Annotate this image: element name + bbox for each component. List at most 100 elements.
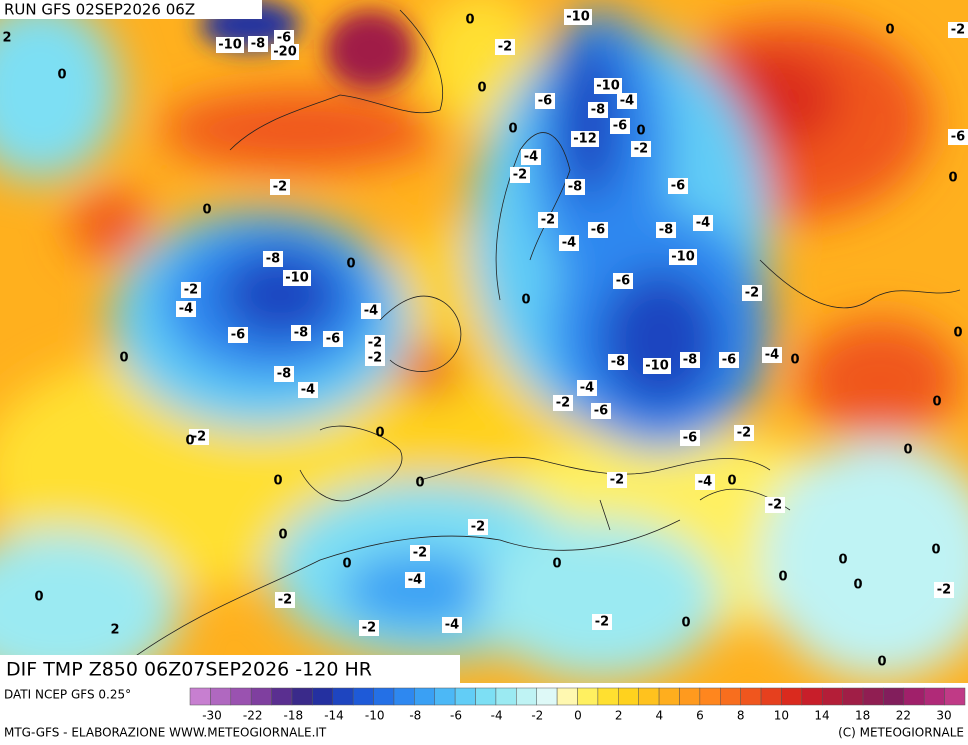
- contour-label: 0: [552, 557, 561, 572]
- contour-label: -6: [594, 404, 608, 419]
- label-box: [765, 497, 785, 513]
- color-swatch: [352, 687, 374, 706]
- label-box: [323, 331, 343, 347]
- label-box: [643, 358, 671, 374]
- color-swatch: [638, 687, 660, 706]
- color-swatch: [801, 687, 823, 706]
- color-swatch: [862, 687, 884, 706]
- color-swatch: [250, 687, 272, 706]
- label-box: [275, 592, 295, 608]
- contour-label: 0: [202, 203, 211, 218]
- contour-label: -2: [184, 283, 198, 298]
- color-swatch: [556, 687, 578, 706]
- contour-label: -4: [580, 381, 594, 396]
- color-swatch: [760, 687, 782, 706]
- label-box: [680, 430, 700, 446]
- label-box: [298, 382, 318, 398]
- contour-label: 0: [727, 474, 736, 489]
- color-tick-label: 2: [615, 709, 623, 723]
- color-tick-label: -10: [365, 709, 385, 723]
- contour-label: -6: [326, 332, 340, 347]
- contour-label: -8: [266, 252, 280, 267]
- map-field: [0, 0, 968, 683]
- contour-label: -2: [471, 520, 485, 535]
- label-box: [361, 303, 381, 319]
- contour-label: -6: [722, 353, 736, 368]
- label-box: [594, 78, 622, 94]
- color-swatch: [393, 687, 415, 706]
- contour-label: -4: [696, 216, 710, 231]
- contour-label: 0: [948, 171, 957, 186]
- contour-label: -2: [951, 23, 965, 38]
- contour-label: -6: [277, 31, 291, 46]
- label-box: [405, 572, 425, 588]
- data-source: DATI NCEP GFS 0.25°: [4, 688, 131, 702]
- label-box: [291, 325, 311, 341]
- color-swatch: [291, 687, 313, 706]
- label-box: [613, 273, 633, 289]
- contour-labels: 0 -10-2-10 -8 -6-20200-6-10-8-4-60-120-2-4-…: [2, 9, 968, 670]
- contour-label: 0: [903, 443, 912, 458]
- label-box: [948, 129, 968, 145]
- color-swatch: [577, 687, 599, 706]
- label-box: [669, 249, 697, 265]
- label-box: [274, 30, 294, 46]
- label-box: [577, 380, 597, 396]
- contour-label: 0: [953, 326, 962, 341]
- color-swatch: [720, 687, 741, 706]
- label-box: [948, 22, 968, 38]
- contour-label: -4: [408, 573, 422, 588]
- color-swatch: [944, 687, 966, 706]
- label-box: [631, 141, 651, 157]
- contour-label: -6: [591, 223, 605, 238]
- label-box: [695, 474, 715, 490]
- label-box: [762, 347, 782, 363]
- color-swatch: [618, 687, 639, 706]
- color-swatch: [740, 687, 762, 706]
- label-box: [176, 301, 196, 317]
- contour-label: -2: [273, 180, 287, 195]
- contour-label: 2: [2, 31, 11, 46]
- contour-label: 0: [34, 590, 43, 605]
- contour-label: -8: [277, 367, 291, 382]
- color-swatch: [454, 687, 476, 706]
- contour-label: 0: [477, 81, 486, 96]
- color-tick-label: -22: [243, 709, 263, 723]
- color-swatch: [597, 687, 619, 706]
- label-box: [216, 37, 244, 53]
- contour-label: -2: [595, 615, 609, 630]
- contour-label: 0: [853, 578, 862, 593]
- contour-label: -10: [566, 10, 590, 25]
- label-box: [608, 354, 628, 370]
- label-box: [617, 93, 637, 109]
- label-box: [274, 366, 294, 382]
- label-box: [189, 429, 209, 445]
- label-box: [607, 472, 627, 488]
- color-tick-label: 18: [855, 709, 870, 723]
- label-box: [228, 327, 248, 343]
- color-swatch: [536, 687, 558, 706]
- color-swatch: [842, 687, 864, 706]
- contour-label: -4: [524, 150, 538, 165]
- label-box: [564, 9, 592, 25]
- label-box: [283, 270, 311, 286]
- label-box: [610, 118, 630, 134]
- contour-label: -10: [671, 250, 695, 265]
- color-swatch: [210, 687, 232, 706]
- label-box: [442, 617, 462, 633]
- contour-label: -2: [278, 593, 292, 608]
- contour-label: -2: [768, 498, 782, 513]
- contour-label: -4: [445, 618, 459, 633]
- label-box: [270, 179, 290, 195]
- contour-label: -8: [591, 103, 605, 118]
- contour-label: -6: [616, 274, 630, 289]
- contour-label: 0: [119, 351, 128, 366]
- color-swatch: [434, 687, 456, 706]
- contour-label: -6: [613, 119, 627, 134]
- contour-label: 0: [185, 434, 194, 449]
- contour-label: -8: [611, 355, 625, 370]
- contour-label: -6: [538, 94, 552, 109]
- contour-label: 0: [636, 124, 645, 139]
- title-box: [0, 655, 460, 683]
